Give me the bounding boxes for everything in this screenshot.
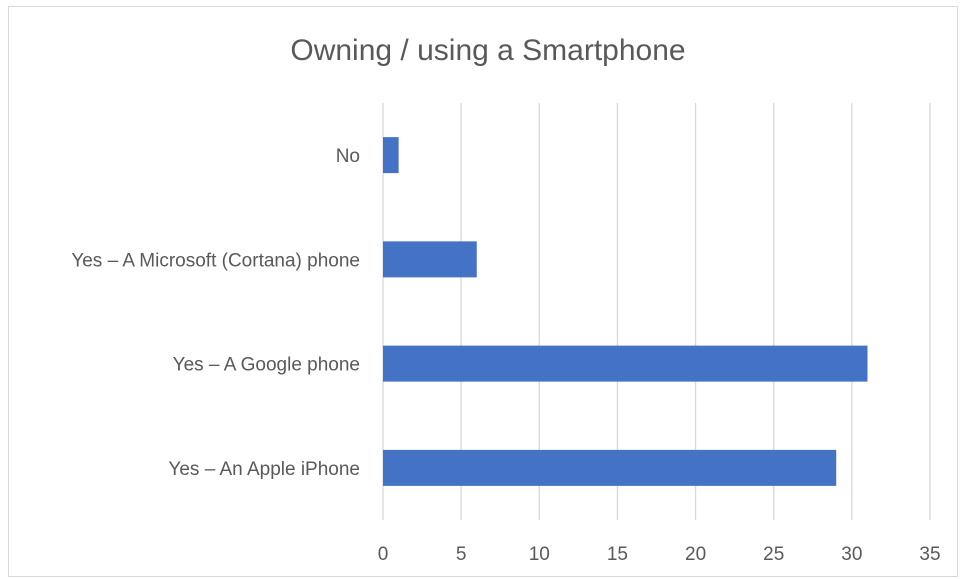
bar-0 [383,137,399,173]
bar-1 [383,241,477,277]
x-tick-label-20: 20 [685,544,706,565]
bars [383,137,867,486]
category-label-2: Yes – A Google phone [173,355,360,376]
x-tick-label-10: 10 [529,544,550,565]
category-label-3: Yes – An Apple iPhone [168,459,360,480]
x-tick-label-35: 35 [919,544,940,565]
bar-2 [383,346,867,382]
x-tick-label-15: 15 [607,544,628,565]
chart-title: Owning / using a Smartphone [290,34,685,67]
category-label-0: No [336,146,360,167]
category-labels: No Yes – A Microsoft (Cortana) phone Yes –… [71,146,360,480]
x-tick-label-0: 0 [378,544,389,565]
x-tick-label-25: 25 [763,544,784,565]
x-tick-label-5: 5 [456,544,467,565]
x-tick-label-30: 30 [841,544,862,565]
x-axis-ticks: 0 5 10 15 20 25 30 35 [378,544,941,565]
bar-3 [383,450,836,486]
category-label-1: Yes – A Microsoft (Cortana) phone [71,250,360,271]
